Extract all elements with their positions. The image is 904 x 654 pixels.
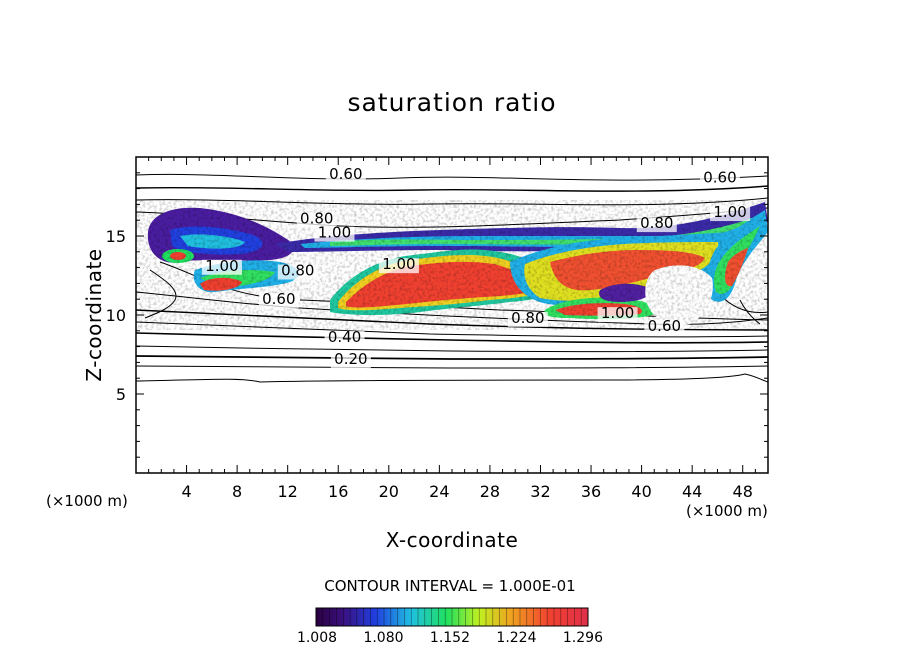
x-tick-label: 16	[328, 482, 348, 501]
x-tick-label: 36	[581, 482, 601, 501]
y-tick-label: 15	[106, 227, 126, 246]
colorbar-tick-label: 1.152	[429, 630, 471, 646]
x-tick-label: 44	[682, 482, 702, 501]
contour-label: 0.60	[329, 165, 362, 183]
contour-label-bg	[330, 352, 371, 368]
contour-label-bg	[710, 206, 751, 222]
contour-label-bg	[296, 212, 337, 228]
y-axis-unit: (×1000 m)	[46, 492, 128, 510]
x-tick-label: 8	[232, 482, 242, 501]
colorbar-tick-labels: 1.008 1.080 1.152 1.224 1.296	[0, 630, 904, 650]
contour-label: 0.80	[640, 214, 673, 232]
x-tick-label: 28	[480, 482, 500, 501]
x-tick-label: 32	[530, 482, 550, 501]
x-tick-label: 48	[733, 482, 753, 501]
contour-label-bg	[325, 168, 366, 184]
contour-label: 0.60	[262, 290, 295, 308]
contour-label: 0.60	[703, 168, 736, 186]
colorbar-tick-label: 1.224	[496, 630, 537, 646]
contour-label: 1.00	[713, 203, 746, 221]
contour-label-bg	[507, 311, 548, 327]
contour-label: 1.00	[205, 257, 238, 275]
contour-label: 0.80	[300, 209, 333, 227]
contour-label: 0.20	[334, 350, 367, 368]
colorbar-tick-label: 1.296	[562, 630, 603, 646]
contour-label: 0.40	[328, 328, 361, 346]
contour-label-bg	[277, 264, 318, 280]
chart-title: saturation ratio	[347, 88, 557, 117]
contour-label: 0.80	[281, 262, 314, 280]
colorbar-tick-label: 1.080	[363, 630, 404, 646]
contour-label: 1.00	[382, 255, 415, 273]
contour-label-bg	[597, 307, 638, 323]
contour-label: 1.00	[601, 304, 634, 322]
contour-label: 0.60	[648, 317, 681, 335]
contour-labels: 0.60 0.600.801.001.000.801.00 0.80 1.000.60…	[201, 165, 751, 368]
contour-label-bg	[324, 330, 365, 346]
x-tick-label: 4	[181, 482, 191, 501]
saturation-field: 0.60 0.600.801.001.000.801.00 0.80 1.000.60…	[136, 165, 768, 383]
x-axis-unit: (×1000 m)	[686, 502, 768, 520]
contour-label-bg	[378, 258, 419, 274]
contour-label: 1.00	[318, 224, 351, 242]
x-tick-label: 40	[631, 482, 651, 501]
x-tick-label: 12	[278, 482, 298, 501]
axis-ticks	[136, 157, 768, 473]
x-tick-label: 20	[379, 482, 399, 501]
contour-label-bg	[314, 226, 355, 242]
contour-interval-text: CONTOUR INTERVAL = 1.000E-01	[324, 577, 576, 595]
contour-label-bg	[636, 217, 677, 233]
y-axis-label: Z-coordinate	[82, 248, 106, 382]
y-tick-label: 5	[116, 385, 126, 404]
colorbar-tick-label: 1.008	[296, 630, 338, 646]
y-tick-label: 10	[106, 306, 126, 325]
contour-label-bg	[699, 171, 740, 187]
contour-label-bg	[258, 292, 299, 308]
x-axis-label: X-coordinate	[385, 528, 519, 552]
x-tick-label: 24	[429, 482, 449, 501]
contour-label: 0.80	[511, 309, 544, 327]
colorbar-stripes	[322, 608, 582, 626]
contour-label-bg	[644, 319, 685, 335]
contour-label-bg	[201, 259, 242, 275]
